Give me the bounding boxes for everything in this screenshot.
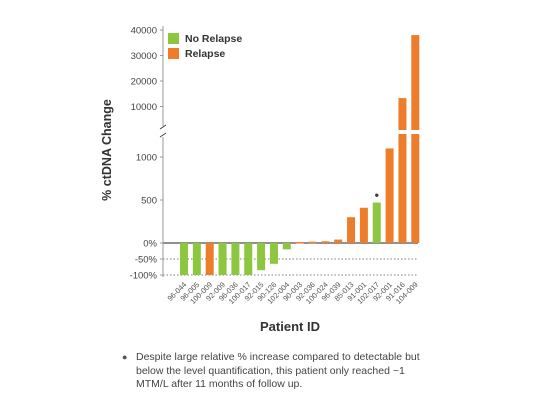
legend-swatch-no-relapse (168, 33, 179, 44)
y-tick-label: 10000 (131, 102, 157, 113)
bar-92-015 (257, 243, 266, 271)
bar-92-001 (385, 148, 394, 243)
legend-swatch-relapse (168, 48, 179, 59)
footnote: ● Despite large relative % increase comp… (122, 351, 436, 392)
axes (159, 26, 167, 277)
bar-100-009 (205, 243, 214, 275)
bar-102-017 (372, 202, 381, 243)
bar-102-004 (282, 243, 291, 250)
bar-100-017 (244, 243, 253, 275)
bar-91-016-upper (398, 98, 407, 130)
bar-91-001 (359, 207, 368, 243)
legend-label-no-relapse: No Relapse (185, 33, 242, 45)
y-tick-label: 0% (143, 239, 157, 250)
x-axis-label: Patient ID (260, 319, 320, 334)
y-tick-label: 1000 (136, 153, 157, 164)
axis-break-mark (159, 132, 167, 138)
bar-85-013 (347, 217, 356, 243)
bars (180, 35, 420, 275)
bar-90-003 (295, 241, 304, 244)
bar-96-039 (334, 239, 343, 243)
bar-104-009 (411, 134, 420, 243)
y-tick-label: -50% (135, 255, 158, 266)
bar-96-044 (180, 243, 188, 275)
bar-91-016 (398, 134, 407, 243)
bar-104-009-upper (411, 35, 420, 130)
y-tick-label: 30000 (131, 51, 157, 62)
legend: No Relapse Relapse (168, 33, 242, 60)
bar-92-009 (218, 243, 227, 275)
x-tick-labels: 96-04496-005100-00992-00996-036100-01792… (166, 280, 420, 306)
bar-90-126 (269, 243, 278, 264)
y-tick-label: -100% (130, 271, 158, 282)
y-tick-label: 40000 (131, 26, 157, 37)
footnote-bullet: ● (122, 352, 128, 362)
footnote-text: Despite large relative % increase compar… (136, 351, 420, 390)
axis-break-mark (159, 124, 167, 130)
y-tick-label: 20000 (131, 77, 157, 88)
bar-96-036 (231, 243, 240, 275)
ctdna-waterfall-chart: 10000 20000 30000 40000 500 1000 -100% -50% 0% 9… (100, 26, 420, 335)
bar-92-036 (308, 241, 317, 244)
y-tick-label: 500 (141, 196, 157, 207)
bar-100-024 (321, 241, 330, 243)
y-tick-labels: 10000 20000 30000 40000 500 1000 -100% -50% 0% (130, 26, 163, 282)
legend-label-relapse: Relapse (185, 48, 225, 60)
y-axis-label: % ctDNA Change (100, 99, 114, 201)
annotation-marker: ● (374, 191, 379, 200)
bar-96-005 (192, 243, 201, 275)
